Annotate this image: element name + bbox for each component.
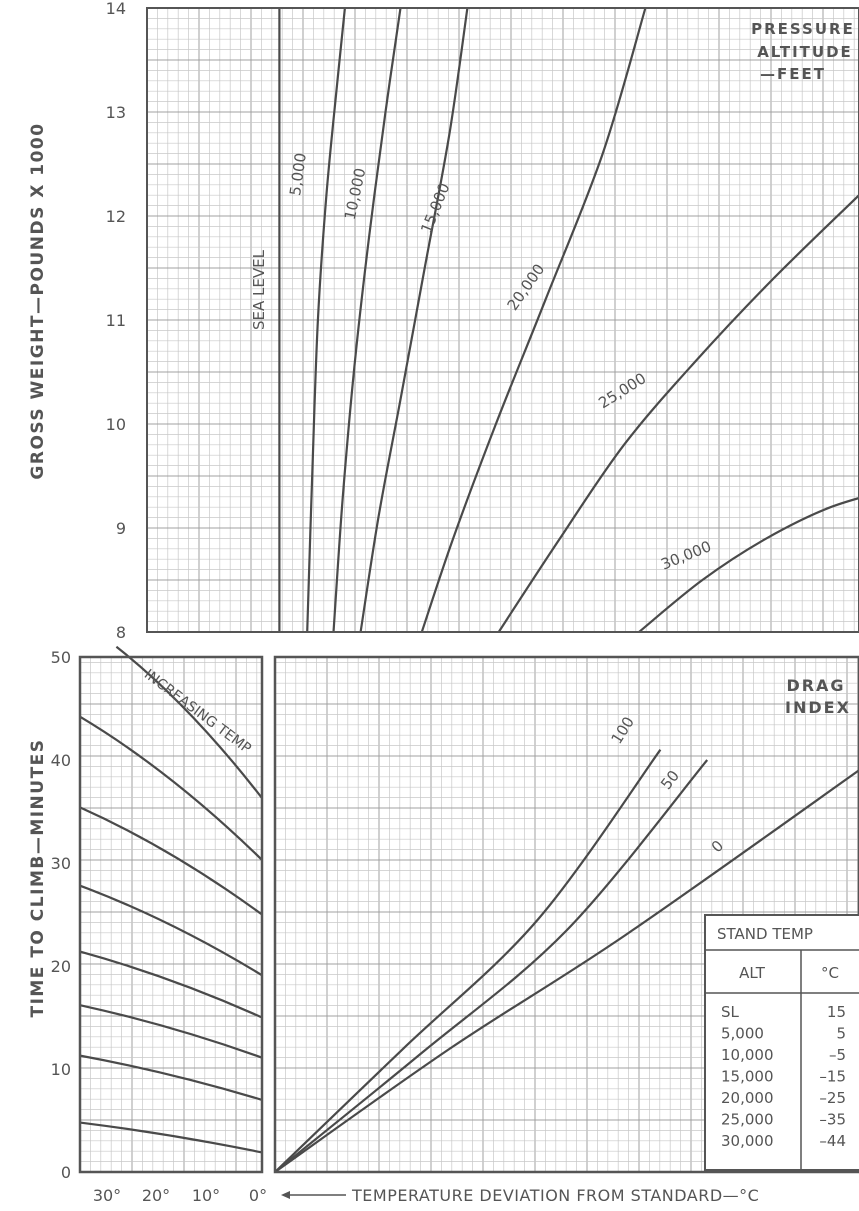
- drag-index-title-line2: INDEX: [785, 698, 851, 717]
- increasing-temp-annotation: INCREASING TEMP: [141, 667, 254, 758]
- stand-temp-row-temp: 15: [827, 1003, 846, 1021]
- stand-temp-table: STAND TEMP ALT °C SL 15 5,000 5 10,000 –5 15,000 –…: [705, 915, 859, 1170]
- weight-y-tick: 8: [116, 623, 126, 642]
- time-y-axis-title: TIME TO CLIMB—MINUTES: [28, 738, 48, 1017]
- stand-temp-header-alt: ALT: [739, 964, 766, 982]
- stand-temp-row-temp: –25: [819, 1089, 846, 1107]
- stand-temp-row-temp: –15: [819, 1068, 846, 1086]
- weight-y-tick: 13: [106, 103, 126, 122]
- altitude-label: 5,000: [286, 152, 310, 197]
- weight-y-tick: 10: [106, 415, 126, 434]
- pressure-altitude-title-line2: ALTITUDE: [757, 43, 853, 61]
- altitude-label: SEA LEVEL: [250, 249, 268, 330]
- drag-index-label: 0: [708, 837, 727, 856]
- drag-index-label: 50: [657, 767, 683, 793]
- temperature-guide-line: [80, 807, 262, 914]
- temperature-guide-line: [80, 886, 262, 976]
- stand-temp-row-alt: 30,000: [721, 1132, 774, 1150]
- weight-y-axis-title: GROSS WEIGHT—POUNDS X 1000: [28, 122, 48, 479]
- stand-temp-row-alt: 5,000: [721, 1025, 764, 1043]
- temp-x-tick: 20°: [142, 1186, 170, 1205]
- temperature-guide-line: [80, 1005, 262, 1058]
- drag-index-curve-100: [275, 750, 660, 1172]
- stand-temp-title: STAND TEMP: [717, 925, 813, 943]
- altitude-label: 25,000: [595, 369, 649, 412]
- time-y-tick: 50: [51, 648, 71, 667]
- altitude-label: 15,000: [417, 180, 453, 235]
- stand-temp-row-temp: –5: [829, 1046, 846, 1064]
- stand-temp-row-alt: 25,000: [721, 1111, 774, 1129]
- drag-index-label: 100: [608, 713, 638, 747]
- pressure-altitude-title-line3: —FEET: [760, 65, 826, 83]
- x-axis-title: TEMPERATURE DEVIATION FROM STANDARD—°C: [351, 1186, 759, 1205]
- time-y-tick: 0: [61, 1163, 71, 1182]
- x-axis-arrowhead: [281, 1191, 290, 1199]
- time-y-tick: 40: [51, 751, 71, 770]
- stand-temp-row-alt: 15,000: [721, 1068, 774, 1086]
- stand-temp-row-temp: 5: [836, 1025, 846, 1043]
- weight-y-tick: 11: [106, 311, 126, 330]
- temp-x-tick: 10°: [192, 1186, 220, 1205]
- stand-temp-row-temp: –44: [819, 1132, 846, 1150]
- time-y-tick: 20: [51, 957, 71, 976]
- stand-temp-row-alt: 10,000: [721, 1046, 774, 1064]
- temp-x-tick: 0°: [249, 1186, 267, 1205]
- weight-y-tick: 14: [106, 0, 126, 18]
- temp-x-tick: 30°: [93, 1186, 121, 1205]
- temperature-guide-line: [116, 647, 262, 798]
- stand-temp-row-alt: 20,000: [721, 1089, 774, 1107]
- stand-temp-row-temp: –35: [819, 1111, 846, 1129]
- temperature-guide-line: [80, 1123, 262, 1153]
- time-y-tick: 10: [51, 1060, 71, 1079]
- time-y-tick: 30: [51, 854, 71, 873]
- stand-temp-header-c: °C: [821, 964, 839, 982]
- weight-y-tick: 12: [106, 207, 126, 226]
- weight-y-tick: 9: [116, 519, 126, 538]
- stand-temp-row-alt: SL: [721, 1003, 740, 1021]
- drag-index-title-line1: DRAG: [786, 676, 845, 695]
- temperature-guide-line: [80, 1056, 262, 1100]
- pressure-altitude-title-line1: PRESSURE: [751, 20, 855, 38]
